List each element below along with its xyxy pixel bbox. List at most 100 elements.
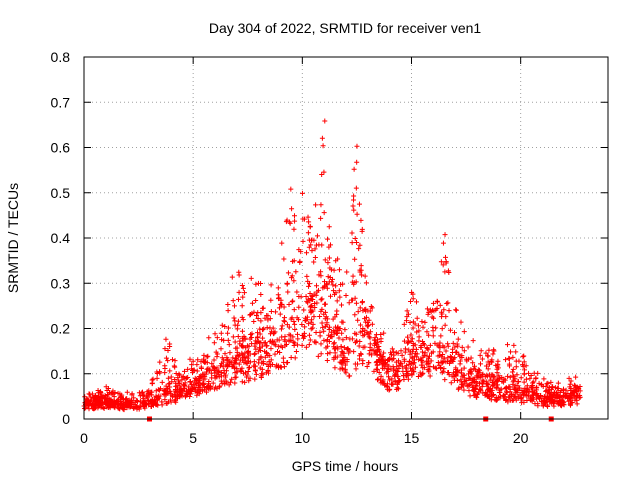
data-point	[568, 402, 574, 408]
data-point	[448, 380, 454, 386]
data-point	[469, 380, 475, 386]
grid	[84, 57, 608, 419]
y-tick-label: 0.2	[51, 321, 71, 337]
data-point	[485, 392, 491, 398]
data-point	[408, 298, 414, 304]
data-point	[340, 319, 346, 325]
data-point	[239, 328, 245, 334]
data-point	[268, 282, 274, 288]
data-point	[318, 341, 324, 347]
data-point	[150, 376, 156, 382]
data-point	[342, 366, 348, 372]
data-point	[461, 387, 467, 393]
data-point	[379, 365, 385, 371]
data-point	[375, 376, 381, 382]
data-point	[515, 379, 521, 385]
data-point	[331, 340, 337, 346]
data-point	[306, 283, 312, 289]
data-point	[344, 359, 350, 365]
data-point	[470, 338, 476, 344]
data-point	[300, 238, 306, 244]
data-point	[133, 404, 139, 410]
data-point	[459, 344, 465, 350]
data-point	[454, 349, 460, 355]
data-point	[375, 337, 381, 343]
data-point	[285, 270, 291, 276]
data-point	[455, 336, 461, 342]
data-point	[520, 354, 526, 360]
data-point	[234, 369, 240, 375]
data-point	[110, 391, 116, 397]
data-point	[169, 379, 175, 385]
data-point	[237, 341, 243, 347]
data-point	[262, 354, 268, 360]
data-point	[289, 206, 295, 212]
data-point	[336, 267, 342, 273]
data-point	[554, 395, 560, 401]
data-point	[340, 357, 346, 363]
data-point	[231, 303, 237, 309]
data-point	[282, 338, 288, 344]
data-point	[187, 379, 193, 385]
data-point	[519, 400, 525, 406]
data-point	[239, 379, 245, 385]
data-point	[567, 381, 573, 387]
data-point	[515, 388, 521, 394]
data-point	[330, 282, 336, 288]
data-point	[353, 366, 359, 372]
data-point	[299, 190, 305, 196]
data-point	[424, 345, 430, 351]
data-point	[427, 307, 433, 313]
x-axis-label: GPS time / hours	[292, 458, 399, 474]
data-point	[205, 353, 211, 359]
data-point	[281, 304, 287, 310]
data-point	[304, 273, 310, 279]
data-point	[504, 389, 510, 395]
data-point	[331, 356, 337, 362]
data-point	[357, 242, 363, 248]
data-point	[229, 274, 235, 280]
data-point	[529, 384, 535, 390]
data-point	[476, 375, 482, 381]
data-point	[355, 309, 361, 315]
data-point	[352, 256, 358, 262]
data-point	[415, 323, 421, 329]
data-point	[458, 319, 464, 325]
data-point	[399, 352, 405, 358]
data-point	[242, 335, 248, 341]
data-point	[338, 282, 344, 288]
data-point	[364, 329, 370, 335]
data-point	[351, 197, 357, 203]
data-point	[449, 355, 455, 361]
data-point	[303, 344, 309, 350]
data-point	[105, 403, 111, 409]
data-point	[524, 383, 530, 389]
data-point	[175, 375, 181, 381]
data-point	[317, 314, 323, 320]
data-point	[217, 363, 223, 369]
data-point	[162, 370, 168, 376]
data-point	[155, 402, 161, 408]
data-point	[165, 375, 171, 381]
data-point	[344, 346, 350, 352]
data-point	[452, 344, 458, 350]
data-point	[88, 394, 94, 400]
data-point	[276, 296, 282, 302]
data-point	[405, 340, 411, 346]
data-point	[333, 290, 339, 296]
data-point	[240, 352, 246, 358]
data-point	[439, 370, 445, 376]
data-point	[433, 307, 439, 313]
data-point	[510, 366, 516, 372]
data-point	[163, 355, 169, 361]
data-point	[295, 336, 301, 342]
data-point	[264, 313, 270, 319]
data-point	[446, 369, 452, 375]
data-point	[239, 303, 245, 309]
data-point	[427, 364, 433, 370]
data-point	[162, 346, 168, 352]
data-point	[352, 330, 358, 336]
data-point	[369, 352, 375, 358]
data-point	[192, 375, 198, 381]
data-point	[166, 381, 172, 387]
